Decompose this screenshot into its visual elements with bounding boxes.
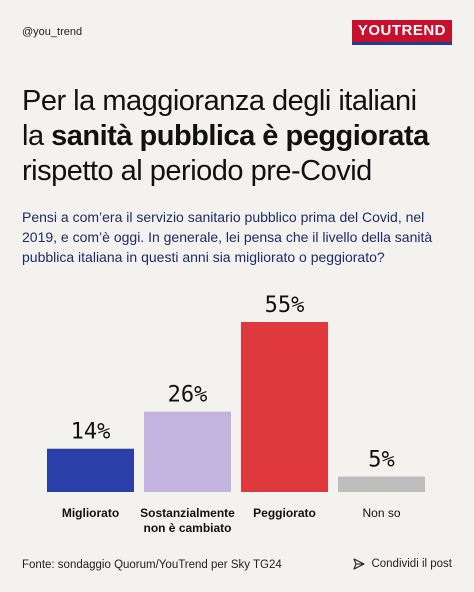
survey-question: Pensi a com’era il servizio sanitario pu… <box>22 209 433 265</box>
source-note: Fonte: sondaggio Quorum/YouTrend per Sky… <box>22 559 282 571</box>
bar-1 <box>47 448 134 492</box>
value-label-3: 55% <box>265 293 305 318</box>
value-label-2: 26% <box>168 383 208 408</box>
title-line-2-prefix: la <box>22 120 52 152</box>
send-icon <box>353 558 366 570</box>
title-line-2: la sanità pubblica è peggiorata <box>22 119 462 154</box>
title-line-1: Per la maggioranza degli italiani <box>22 85 417 117</box>
bar-4 <box>338 476 425 492</box>
bar-3 <box>241 322 328 492</box>
category-label-1: Migliorato <box>62 506 119 520</box>
category-label-2-line-2: non è cambiato <box>143 521 231 535</box>
category-label-4: Non so <box>362 506 400 520</box>
title-line-2-bold: sanità pubblica è peggiorata <box>51 120 429 152</box>
category-label-3: Peggiorato <box>253 506 316 520</box>
logo-trend-text: TREND <box>391 22 446 39</box>
share-button[interactable]: Condividi il post <box>353 558 452 570</box>
value-label-1: 14% <box>71 420 111 445</box>
category-label-2-line-1: Sostanzialmente <box>140 506 235 520</box>
bar-2 <box>144 411 231 492</box>
title-line-3: rispetto al periodo pre-Covid <box>22 155 372 187</box>
value-label-4: 5% <box>368 448 395 473</box>
account-handle: @you_trend <box>22 26 83 38</box>
logo-you-text: YOU <box>357 22 392 39</box>
youtrend-logo: YOUTREND <box>351 20 452 45</box>
share-label: Condividi il post <box>371 558 452 570</box>
page-title: Per la maggioranza degli italiani la san… <box>22 84 462 189</box>
